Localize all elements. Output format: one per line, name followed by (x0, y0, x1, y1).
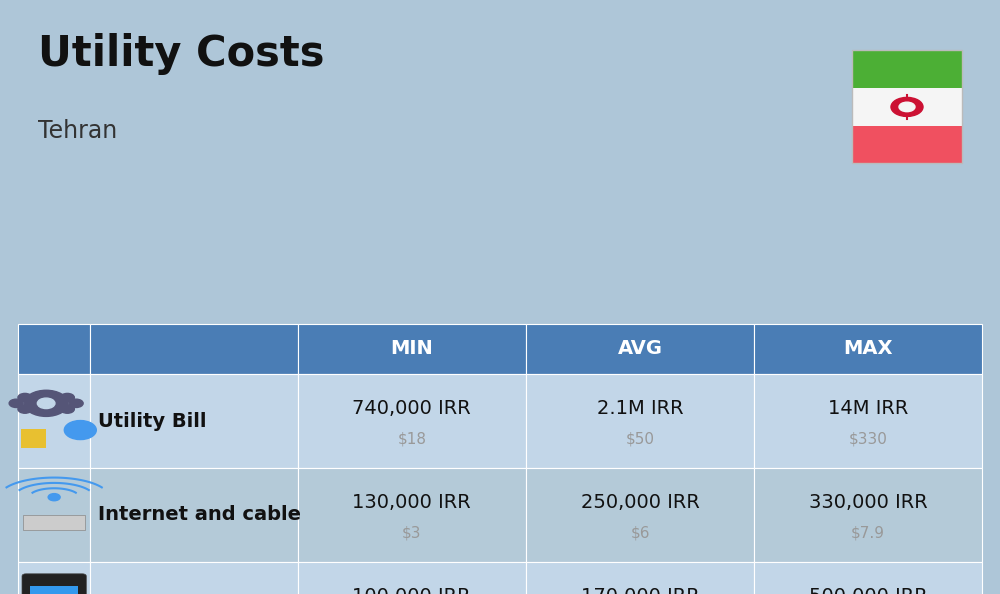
Text: 2.1M IRR: 2.1M IRR (597, 399, 684, 418)
Circle shape (39, 391, 53, 399)
FancyBboxPatch shape (22, 574, 86, 594)
Circle shape (9, 399, 23, 407)
Bar (23, 515, 85, 530)
Text: $50: $50 (626, 431, 655, 447)
Bar (754, 562, 982, 594)
Text: Tehran: Tehran (38, 119, 117, 143)
Bar (852, 88, 962, 126)
Text: 740,000 IRR: 740,000 IRR (352, 399, 471, 418)
Text: $6: $6 (631, 525, 650, 541)
Bar (90, 374, 298, 468)
Circle shape (24, 390, 68, 416)
Circle shape (18, 393, 32, 402)
Bar (90, 324, 298, 374)
Text: $7.9: $7.9 (851, 525, 885, 541)
Text: Utility Bill: Utility Bill (98, 412, 207, 431)
Text: $3: $3 (402, 525, 422, 541)
Text: 130,000 IRR: 130,000 IRR (352, 493, 471, 512)
Bar (754, 468, 982, 562)
Bar (90, 468, 298, 562)
Bar (18, 374, 90, 468)
Bar (754, 374, 982, 468)
Text: 14M IRR: 14M IRR (828, 399, 908, 418)
Bar (298, 324, 526, 374)
Text: 330,000 IRR: 330,000 IRR (809, 493, 928, 512)
Circle shape (37, 398, 55, 409)
Text: Internet and cable: Internet and cable (98, 505, 301, 525)
Circle shape (64, 421, 96, 440)
Text: MIN: MIN (390, 340, 433, 358)
Text: 500,000 IRR: 500,000 IRR (809, 587, 928, 594)
Bar (18, 324, 90, 374)
Bar (852, 50, 962, 88)
Bar (18, 468, 90, 562)
Text: MAX: MAX (843, 340, 893, 358)
Bar (852, 126, 962, 163)
Text: 250,000 IRR: 250,000 IRR (581, 493, 700, 512)
Circle shape (39, 407, 53, 416)
Circle shape (899, 102, 915, 112)
Circle shape (18, 405, 32, 413)
Bar (90, 562, 298, 594)
Circle shape (891, 97, 923, 116)
Bar (298, 562, 526, 594)
Bar (526, 562, 754, 594)
Bar (526, 468, 754, 562)
Circle shape (60, 405, 74, 413)
Bar (754, 324, 982, 374)
Bar (21, 429, 46, 448)
Text: $330: $330 (849, 431, 888, 447)
Circle shape (60, 393, 74, 402)
Circle shape (69, 399, 83, 407)
Text: 170,000 IRR: 170,000 IRR (581, 587, 700, 594)
Text: AVG: AVG (618, 340, 663, 358)
Text: 100,000 IRR: 100,000 IRR (352, 587, 471, 594)
Circle shape (48, 494, 60, 501)
Text: Utility Costs: Utility Costs (38, 33, 324, 75)
Bar (526, 324, 754, 374)
Bar (298, 468, 526, 562)
Bar (30, 586, 78, 594)
Bar (852, 50, 962, 163)
Text: $18: $18 (397, 431, 426, 447)
Bar (298, 374, 526, 468)
Bar (526, 374, 754, 468)
Bar (18, 562, 90, 594)
